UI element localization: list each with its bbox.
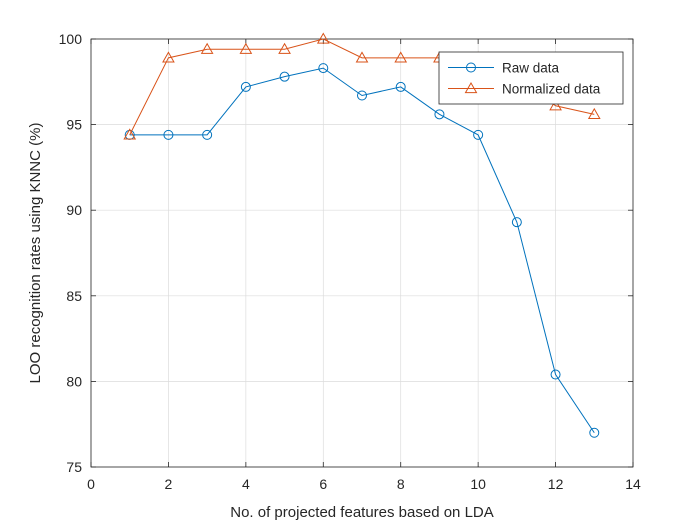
- legend-marker: [464, 81, 478, 94]
- data-point: [200, 42, 214, 54]
- x-tick-label: 4: [242, 476, 250, 492]
- data-point: [202, 129, 213, 140]
- data-point: [123, 128, 137, 140]
- y-tick-label: 80: [66, 373, 82, 389]
- x-tick-label: 8: [397, 476, 405, 492]
- data-point: [550, 369, 561, 380]
- x-tick-label: 2: [165, 476, 173, 492]
- data-point: [549, 99, 562, 111]
- data-point: [395, 81, 406, 92]
- data-point: [357, 90, 367, 101]
- y-tick-label: 85: [66, 288, 82, 304]
- y-tick-label: 90: [66, 202, 82, 218]
- data-point: [473, 129, 484, 140]
- legend-marker: [466, 62, 476, 73]
- data-point: [434, 109, 445, 120]
- legend-label: Raw data: [502, 61, 560, 76]
- data-point: [394, 51, 408, 63]
- data-point: [316, 32, 330, 44]
- data-point: [240, 81, 251, 92]
- x-tick-label: 12: [548, 476, 564, 492]
- data-point: [279, 71, 290, 82]
- data-point: [163, 129, 174, 140]
- data-point: [355, 51, 369, 63]
- legend-box: [438, 51, 624, 105]
- y-tick-label: 75: [66, 459, 82, 475]
- data-point: [511, 217, 522, 228]
- x-tick-label: 10: [470, 476, 486, 492]
- data-point: [589, 427, 600, 438]
- y-tick-label: 100: [59, 31, 83, 47]
- data-point: [162, 51, 175, 63]
- x-axis-label: No. of projected features based on LDA: [230, 504, 494, 521]
- data-point: [587, 107, 601, 119]
- plot-area: [91, 39, 633, 467]
- axes-box: [90, 38, 634, 468]
- data-point: [318, 63, 329, 74]
- data-point: [278, 42, 291, 54]
- data-point: [239, 42, 253, 54]
- x-tick-label: 0: [87, 476, 95, 492]
- x-tick-label: 14: [625, 476, 641, 492]
- series-line: [129, 67, 595, 434]
- legend-label: Normalized data: [502, 82, 601, 97]
- x-tick-label: 6: [319, 476, 327, 492]
- legend: Raw data Normalized data: [438, 51, 624, 105]
- axis-ticks: 0 2 4 6 8 10 12 14 75 80 85 90 95 100: [59, 31, 641, 492]
- y-tick-label: 95: [66, 117, 82, 133]
- y-axis-label: LOO recognition rates using KNNC (%): [27, 123, 44, 384]
